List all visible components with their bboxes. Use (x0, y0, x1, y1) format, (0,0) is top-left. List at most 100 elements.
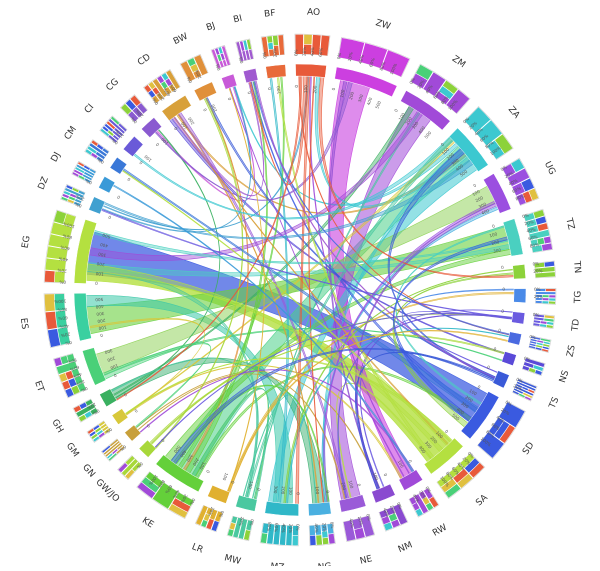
stack-bar (517, 379, 537, 389)
stack-bar (59, 373, 68, 382)
inner-tick-label: 0 (160, 438, 166, 444)
inner-tick-label: 0 (247, 91, 253, 95)
stack-bar (89, 143, 107, 157)
stack-bar (107, 130, 114, 137)
stack-bar (108, 453, 117, 461)
stack-bar (103, 441, 120, 455)
stack-bar (535, 370, 542, 376)
segment-arc-zw (334, 66, 398, 98)
stack-bar (422, 497, 430, 505)
stack-bar (106, 121, 116, 130)
stack-bar (195, 505, 208, 526)
stack-bar (533, 323, 540, 327)
outer-tick-label: 100% (389, 62, 398, 75)
stack-bar (218, 47, 223, 54)
segment-arc-ug (483, 173, 512, 214)
stack-bar (278, 35, 285, 55)
segment-label-rw: RW (431, 523, 449, 539)
stack-bar (415, 508, 423, 517)
outer-tick-label: 40% (281, 523, 287, 533)
inner-tick-label: 300 (357, 93, 364, 102)
stack-bar (522, 392, 533, 399)
stack-bar (82, 174, 92, 181)
outer-tick-label: 100% (447, 99, 459, 111)
outer-tick-label: 60% (58, 315, 68, 321)
segment-label-nm: NM (397, 540, 414, 555)
outer-tick-label: 40% (59, 323, 69, 329)
inner-tick-label: 0 (267, 87, 272, 91)
segment-arc-ne (338, 494, 367, 513)
inner-tick-label: 500 (374, 100, 382, 110)
stack-bar (89, 431, 96, 437)
inner-tick-label: 0 (294, 85, 299, 88)
outer-tick-label: 40% (348, 518, 355, 528)
inner-tick-label: 0 (444, 429, 450, 435)
stack-bar (109, 439, 119, 447)
stack-bar (494, 421, 510, 439)
stack-bar (543, 344, 550, 347)
stack-bar (425, 502, 434, 511)
outer-tick-label: 60% (69, 365, 79, 373)
stack-bar (141, 477, 160, 493)
inner-tick-label: 400 (99, 242, 108, 249)
segment-label-gw-jo: GW/JO (93, 477, 121, 504)
segment-label-cg: CG (105, 77, 122, 93)
stack-bar (187, 57, 196, 67)
segment-label-bw: BW (172, 32, 190, 47)
segment-label-dz: DZ (37, 175, 51, 191)
stack-bar (304, 34, 312, 45)
segment-label-zw: ZW (374, 18, 391, 32)
outer-tick-label: 20% (75, 379, 86, 387)
outer-tick-label: 80% (57, 307, 67, 313)
outer-tick-label: 40% (424, 84, 433, 95)
outer-tick-label: 40% (58, 256, 68, 262)
stack-bar (457, 473, 473, 489)
stack-bar (55, 310, 67, 328)
inner-tick-label: 100 (348, 480, 355, 489)
segment-arc-tz (502, 218, 524, 257)
inner-tick-label: 0 (123, 392, 128, 398)
stack-bar (535, 291, 556, 295)
stack-bar (93, 436, 100, 442)
outer-tick-label: 40% (495, 415, 506, 424)
stack-bar (532, 245, 543, 253)
segment-arc-ng (308, 501, 332, 517)
stack-bar (76, 164, 95, 176)
stack-bar (63, 190, 71, 196)
segment-label-td: TD (570, 318, 582, 333)
outer-tick-label: 60% (164, 484, 173, 495)
outer-tick-label: 20% (321, 523, 327, 533)
inner-tick-label: 400 (418, 445, 427, 455)
stack-bar (144, 84, 152, 93)
outer-tick-label: 20% (533, 268, 543, 274)
segment-label-gn: GN (80, 463, 97, 480)
stack-bar (69, 193, 77, 198)
outer-tick-label: 80% (440, 95, 450, 105)
inner-tick-label: 0 (107, 214, 112, 220)
stack-bar (528, 367, 536, 373)
stack-bar (442, 80, 458, 94)
segment-label-lr: LR (190, 542, 204, 555)
segment-label-ts: TS (547, 396, 561, 411)
outer-tick-label: 100% (148, 474, 159, 487)
inner-tick-label: 0 (325, 490, 330, 494)
segment-label-et: ET (32, 380, 45, 394)
stack-bar (125, 469, 135, 479)
stack-bar (72, 172, 79, 177)
inner-tick-label: 300 (104, 348, 113, 355)
stack-bar (309, 525, 316, 536)
stack-bar (303, 44, 312, 55)
stack-bar (543, 236, 551, 244)
stack-bar (530, 239, 538, 246)
segment-arc-lr (207, 484, 231, 504)
stack-bar (95, 427, 102, 433)
stack-bar (104, 123, 114, 132)
stack-frame-ts (512, 378, 538, 402)
stack-bar (91, 140, 98, 146)
outer-tick-label: 40% (456, 461, 466, 471)
stack-bar (273, 524, 281, 545)
outer-tick-label: 20% (288, 524, 293, 534)
stack-bar (203, 513, 211, 522)
